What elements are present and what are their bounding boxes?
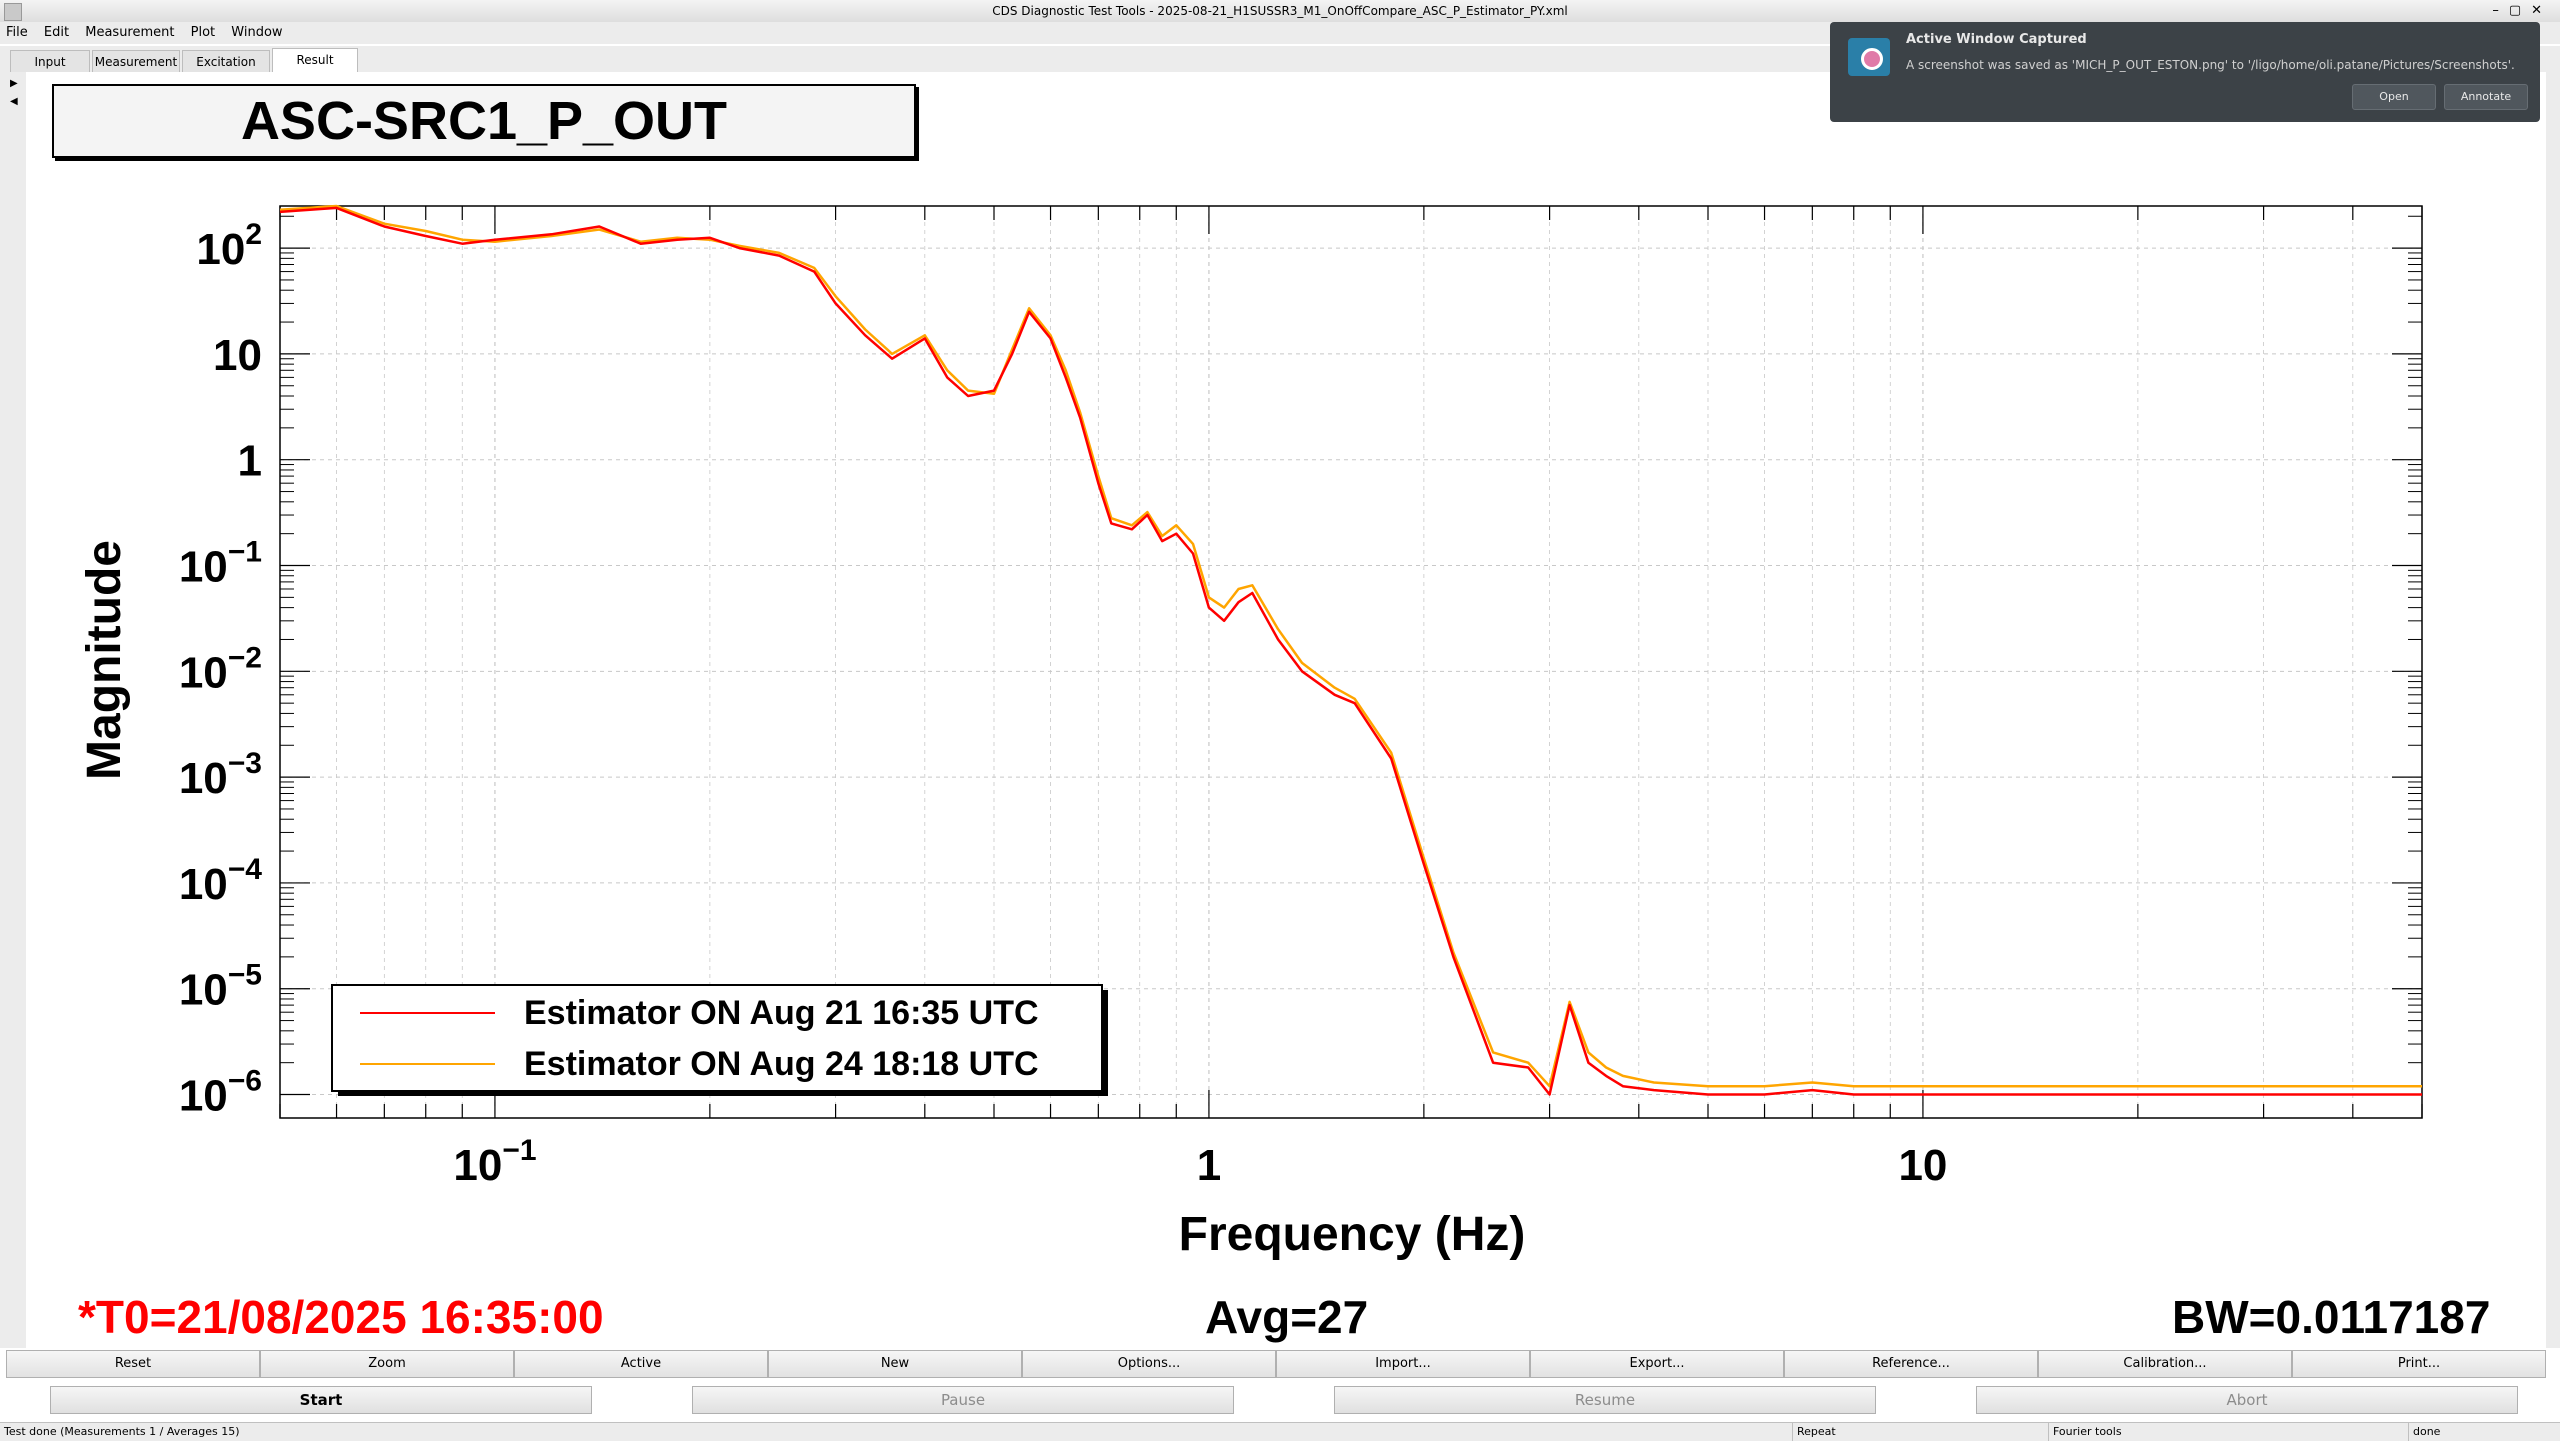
- y-tick-label: 10−2: [179, 641, 262, 697]
- new-button[interactable]: New: [768, 1350, 1022, 1378]
- tab-measurement[interactable]: Measurement: [92, 50, 180, 73]
- y-tick-label: 10−3: [179, 747, 262, 803]
- status-done: done: [2408, 1423, 2440, 1441]
- print-button[interactable]: Print...: [2292, 1350, 2546, 1378]
- collapse-arrow-icon[interactable]: ◀: [10, 96, 18, 107]
- x-tick-label: 10: [1898, 1141, 1947, 1190]
- window-controls[interactable]: –▢✕: [2492, 3, 2552, 18]
- import-button[interactable]: Import...: [1276, 1350, 1530, 1378]
- tab-excitation[interactable]: Excitation: [182, 50, 270, 73]
- status-fourier: Fourier tools: [2048, 1423, 2122, 1441]
- x-tick-label: 10−1: [453, 1134, 536, 1190]
- app-icon: [4, 3, 22, 21]
- options-button[interactable]: Options...: [1022, 1350, 1276, 1378]
- legend-box: [331, 984, 1103, 1092]
- x-tick-label: 1: [1197, 1141, 1221, 1190]
- menu-edit[interactable]: Edit: [43, 25, 70, 40]
- resume-button[interactable]: Resume: [1334, 1386, 1876, 1414]
- y-tick-label: 10−4: [179, 853, 262, 909]
- chart-canvas: [26, 72, 2546, 1348]
- expand-arrow-icon[interactable]: ▶: [10, 78, 18, 89]
- y-axis-label: Magnitude: [78, 540, 131, 780]
- t0-annotation: *T0=21/08/2025 16:35:00: [78, 1291, 604, 1343]
- start-button[interactable]: Start: [50, 1386, 592, 1414]
- export-button[interactable]: Export...: [1530, 1350, 1784, 1378]
- legend: Estimator ON Aug 21 16:35 UTC Estimator …: [331, 984, 1108, 1096]
- menu-file[interactable]: File: [6, 25, 28, 40]
- tab-result[interactable]: Result: [272, 48, 358, 73]
- axis-ticks: [279, 206, 2423, 1118]
- reference-button[interactable]: Reference...: [1784, 1350, 2038, 1378]
- zoom-button[interactable]: Zoom: [260, 1350, 514, 1378]
- window-title: CDS Diagnostic Test Tools - 2025-08-21_H…: [992, 4, 1568, 18]
- plot-frame: [279, 205, 2423, 1119]
- status-bar: Test done (Measurements 1 / Averages 15)…: [0, 1422, 2560, 1441]
- spectrum-chart[interactable]: 102 10 1 10−1 10−2 10−3 10−4 10−5 10−6 10−1 1 10 F…: [0, 0, 2560, 1348]
- y-tick-label: 102: [196, 218, 262, 274]
- avg-annotation: Avg=27: [1205, 1291, 1369, 1343]
- series-line-2: [279, 204, 2422, 1088]
- y-tick-label: 10−1: [179, 536, 262, 592]
- calibration-button[interactable]: Calibration...: [2038, 1350, 2292, 1378]
- notification-body: A screenshot was saved as 'MICH_P_OUT_ES…: [1906, 58, 2515, 72]
- active-button[interactable]: Active: [514, 1350, 768, 1378]
- screenshot-app-icon: [1848, 38, 1890, 76]
- menu-window[interactable]: Window: [231, 25, 283, 40]
- y-tick-label: 10: [213, 331, 262, 380]
- y-tick-label: 10−5: [179, 959, 262, 1015]
- legend-label-series-2: Estimator ON Aug 24 18:18 UTC: [524, 1045, 1039, 1083]
- pause-button[interactable]: Pause: [692, 1386, 1234, 1414]
- legend-label-series-1: Estimator ON Aug 21 16:35 UTC: [524, 994, 1039, 1032]
- screenshot-notification: Active Window Captured A screenshot was …: [1830, 22, 2540, 122]
- plot-title: ASC-SRC1_P_OUT: [52, 84, 916, 158]
- bw-annotation: BW=0.0117187: [2172, 1291, 2491, 1343]
- x-axis-label: Frequency (Hz): [1179, 1208, 1526, 1261]
- y-tick-label: 10−6: [179, 1065, 262, 1121]
- tab-input[interactable]: Input: [10, 50, 90, 73]
- status-repeat: Repeat: [1792, 1423, 1836, 1441]
- notification-open-button[interactable]: Open: [2352, 84, 2436, 110]
- abort-button[interactable]: Abort: [1976, 1386, 2518, 1414]
- x-tick-labels: 10−1 1 10: [453, 1134, 1947, 1190]
- reset-button[interactable]: Reset: [6, 1350, 260, 1378]
- menu-measurement[interactable]: Measurement: [85, 25, 175, 40]
- series-line-1: [279, 206, 2422, 1096]
- notification-annotate-button[interactable]: Annotate: [2444, 84, 2528, 110]
- plot-buttons-row: Reset Zoom Active New Options... Import.…: [6, 1350, 2546, 1378]
- y-tick-labels: 102 10 1 10−1 10−2 10−3 10−4 10−5 10−6: [179, 218, 262, 1120]
- notification-title: Active Window Captured: [1906, 32, 2087, 47]
- series-layer: [279, 204, 2422, 1096]
- measurement-control-row: Start Pause Resume Abort: [0, 1386, 2560, 1420]
- menu-plot[interactable]: Plot: [190, 25, 216, 40]
- y-tick-label: 1: [238, 437, 262, 486]
- status-message: Test done (Measurements 1 / Averages 15): [4, 1425, 240, 1438]
